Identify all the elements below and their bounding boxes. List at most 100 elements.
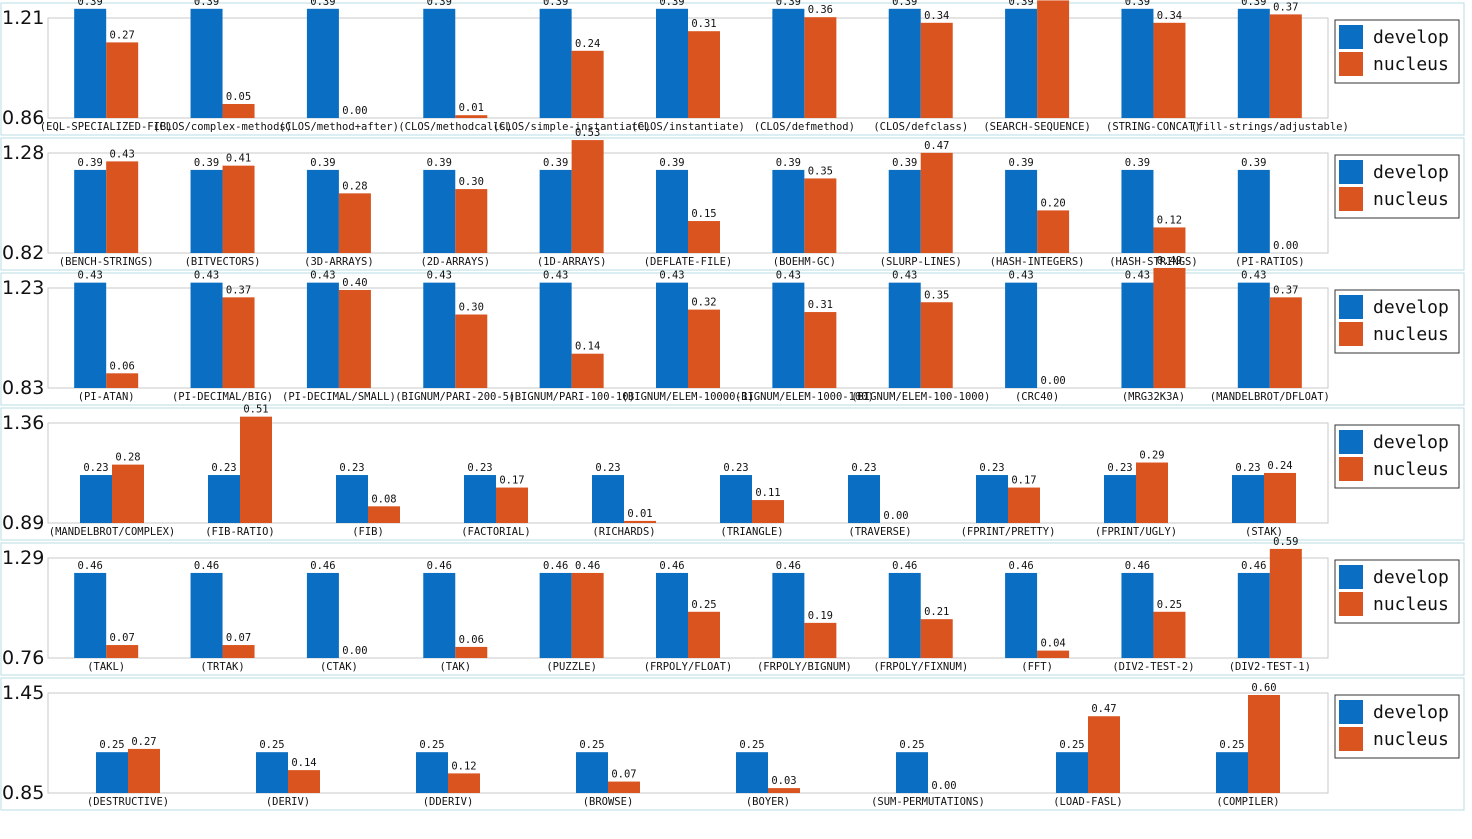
bar-develop <box>888 572 921 658</box>
value-label-develop: 0.46 <box>1125 560 1150 572</box>
value-label-nucleus: 0.12 <box>1157 214 1182 226</box>
category-label: (BITVECTORS) <box>185 256 261 268</box>
bar-nucleus <box>240 416 272 523</box>
legend-swatch-develop <box>1339 25 1363 49</box>
category-label: (RICHARDS) <box>592 526 655 538</box>
value-label-develop: 0.43 <box>776 270 801 282</box>
legend-label-nucleus: nucleus <box>1373 324 1449 345</box>
bar-nucleus <box>368 506 400 523</box>
y-tick-bottom: 0.82 <box>2 242 44 264</box>
value-label-nucleus: 0.24 <box>1267 460 1292 472</box>
value-label-develop: 0.23 <box>1235 462 1260 474</box>
category-label: (FRPOLY/FIXNUM) <box>873 661 968 673</box>
category-label: (SEARCH-SEQUENCE) <box>983 121 1090 133</box>
category-label: (CLOS/instantiate) <box>631 121 745 133</box>
category-label: (DIV2-TEST-2) <box>1112 661 1194 673</box>
category-label: (TAKL) <box>87 661 125 673</box>
category-label: (FPRINT/UGLY) <box>1095 526 1177 538</box>
value-label-nucleus: 0.28 <box>342 180 367 192</box>
bar-nucleus <box>222 645 255 658</box>
category-label: (EQL-SPECIALIZED-FIB) <box>40 121 173 133</box>
bar-develop <box>96 752 128 793</box>
category-label: (DIV2-TEST-1) <box>1229 661 1311 673</box>
bar-develop <box>1121 8 1154 118</box>
value-label-nucleus: 0.34 <box>1157 10 1182 22</box>
y-tick-bottom: 0.89 <box>2 512 44 534</box>
legend-label-develop: develop <box>1373 567 1449 588</box>
bar-develop <box>539 169 572 253</box>
bar-nucleus <box>571 140 604 253</box>
bar-nucleus <box>804 178 837 253</box>
value-label-develop: 0.25 <box>739 739 764 751</box>
chart-panel-3: 1.23 0.83 0.43 0.06 (PI-ATAN) 0.43 0.37 (PI-DEC… <box>0 255 1465 406</box>
category-label: (PI-DECIMAL/BIG) <box>172 391 273 403</box>
bar-develop <box>190 282 223 388</box>
legend-swatch-nucleus <box>1339 187 1363 211</box>
value-label-develop: 0.25 <box>1059 739 1084 751</box>
value-label-develop: 0.43 <box>1125 270 1150 282</box>
category-label: (BOEHM-GC) <box>773 256 836 268</box>
category-label: (PUZZLE) <box>546 661 597 673</box>
category-label: (PI-DECIMAL/SMALL) <box>282 391 396 403</box>
legend: develop nucleus <box>1334 424 1460 489</box>
value-label-develop: 0.43 <box>78 270 103 282</box>
value-label-nucleus: 0.11 <box>755 487 780 499</box>
bar-develop <box>190 8 223 118</box>
category-label: (STRING-CONCAT) <box>1106 121 1201 133</box>
value-label-develop: 0.43 <box>543 270 568 282</box>
bar-develop <box>1121 169 1154 253</box>
bar-develop <box>306 282 339 388</box>
bar-nucleus <box>106 161 139 253</box>
bar-develop <box>1056 752 1088 793</box>
value-label-nucleus: 0.46 <box>575 560 600 572</box>
legend-swatch-nucleus <box>1339 52 1363 76</box>
bar-develop <box>720 475 752 523</box>
value-label-develop: 0.23 <box>1107 462 1132 474</box>
value-label-nucleus: 0.07 <box>611 769 636 781</box>
category-label: (PI-ATAN) <box>78 391 135 403</box>
bar-develop <box>539 572 572 658</box>
category-label: (PI-RATIOS) <box>1235 256 1305 268</box>
bar-nucleus <box>688 309 720 388</box>
value-label-nucleus: 0.32 <box>691 297 716 309</box>
bar-develop <box>1121 572 1154 658</box>
value-label-develop: 0.25 <box>579 739 604 751</box>
category-label: (MANDELBROT/COMPLEX) <box>49 526 175 538</box>
bar-nucleus <box>1248 695 1280 793</box>
value-label-develop: 0.25 <box>259 739 284 751</box>
legend-swatch-develop <box>1339 700 1363 724</box>
bar-develop <box>576 752 608 793</box>
value-label-nucleus: 0.28 <box>115 452 140 464</box>
bar-nucleus <box>1088 716 1120 793</box>
value-label-nucleus: 0.00 <box>931 780 956 792</box>
legend-label-develop: develop <box>1373 297 1449 318</box>
bar-nucleus <box>1153 227 1186 253</box>
value-label-nucleus: 0.34 <box>924 10 949 22</box>
value-label-develop: 0.43 <box>892 270 917 282</box>
value-label-develop: 0.23 <box>83 462 108 474</box>
value-label-develop: 0.43 <box>659 270 684 282</box>
bar-develop <box>656 282 688 388</box>
bar-nucleus <box>752 500 784 523</box>
bar-develop <box>1237 8 1270 118</box>
bar-develop <box>772 169 805 253</box>
category-label: (FFT) <box>1021 661 1053 673</box>
bar-nucleus <box>688 611 720 658</box>
legend-label-develop: develop <box>1373 702 1449 723</box>
y-tick-top: 1.36 <box>2 412 44 434</box>
category-label: (3D-ARRAYS) <box>304 256 374 268</box>
value-label-nucleus: 0.07 <box>110 632 135 644</box>
bar-nucleus <box>455 646 488 658</box>
bar-develop <box>1237 572 1270 658</box>
value-label-develop: 0.39 <box>543 0 568 8</box>
category-label: (DDERIV) <box>423 796 474 808</box>
plot-area <box>47 692 1329 794</box>
bar-nucleus <box>222 297 255 388</box>
bar-nucleus <box>920 22 953 118</box>
value-label-develop: 0.39 <box>1008 157 1033 169</box>
value-label-develop: 0.46 <box>543 560 568 572</box>
value-label-nucleus: 0.20 <box>1040 197 1065 209</box>
chart-panel-5: 1.29 0.76 0.46 0.07 (TAKL) 0.46 0.07 (TRTAK) 0.4… <box>0 536 1465 676</box>
value-label-develop: 0.23 <box>851 462 876 474</box>
legend-label-nucleus: nucleus <box>1373 189 1449 210</box>
